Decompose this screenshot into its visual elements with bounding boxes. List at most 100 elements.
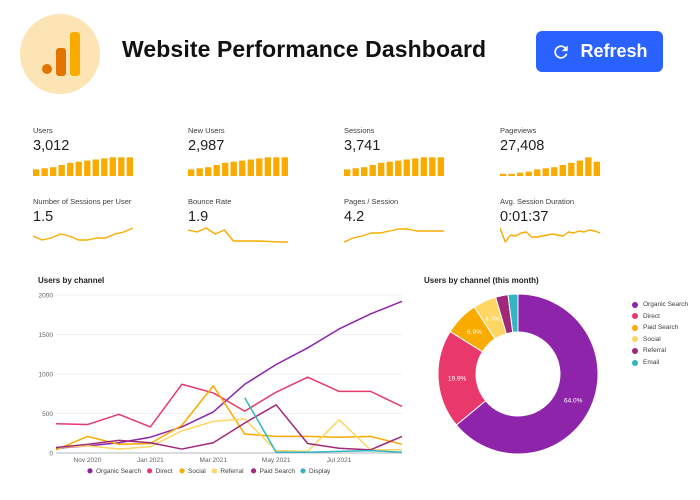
- kpi-sparkline: [344, 157, 444, 176]
- line-chart-title: Users by channel: [38, 276, 105, 285]
- sparkline-bar: [412, 158, 419, 176]
- kpi-sessions: Sessions 3,741: [344, 126, 494, 176]
- donut-legend-item: Social: [632, 336, 661, 343]
- donut-legend-item: Direct: [632, 313, 660, 320]
- donut-legend-item: Referral: [632, 347, 666, 354]
- sparkline-bar: [126, 157, 133, 176]
- users-by-channel-line-chart: 0 500 1000 1500 2000 Nov 2020 Jan 2021 Mar 2021…: [39, 293, 403, 475]
- refresh-button[interactable]: Refresh: [536, 31, 663, 72]
- legend-label: Direct: [643, 312, 660, 320]
- sparkline-bar: [576, 160, 583, 176]
- donut-slice-label: 6.9%: [467, 329, 482, 336]
- series-line-organic-search: [55, 300, 403, 450]
- y-tick-label: 1000: [39, 372, 54, 379]
- refresh-icon: [554, 44, 569, 59]
- legend-dot: [632, 324, 638, 331]
- kpi-value: 2,987: [188, 138, 225, 154]
- legend-dot: [632, 359, 638, 366]
- series-line-referral: [55, 418, 402, 453]
- legend-label: Referral: [220, 468, 244, 475]
- sparkline-bar: [508, 173, 515, 176]
- sparkline-bar: [205, 167, 212, 176]
- series-line-direct: [55, 376, 403, 428]
- sparkline-bar: [593, 161, 600, 176]
- series-line-display: [244, 397, 403, 453]
- sparkline-bar: [41, 168, 48, 176]
- kpi-avg-session-duration: Avg. Session Duration 0:01:37: [500, 197, 650, 243]
- kpi-pageviews: Pageviews 27,408: [500, 126, 650, 176]
- sparkline-bar: [344, 169, 351, 176]
- sparkline-bar: [84, 160, 91, 176]
- kpi-value: 4.2: [344, 209, 365, 225]
- sparkline-bar: [222, 162, 229, 176]
- sparkline-bar: [559, 165, 566, 176]
- kpi-sessions-per-user: Number of Sessions per User 1.5: [33, 197, 183, 241]
- x-tick-label: Nov 2020: [74, 457, 102, 464]
- sparkline-bar: [386, 161, 393, 176]
- sparkline-bar: [378, 162, 385, 176]
- donut-slice-label: 4.7%: [485, 316, 500, 323]
- sparkline-line: [344, 228, 444, 243]
- legend-dot: [632, 336, 638, 343]
- kpi-sparkline: [500, 227, 600, 243]
- sparkline-bar: [369, 165, 376, 176]
- sparkline-bar: [281, 157, 288, 176]
- sparkline-line: [500, 227, 600, 243]
- kpi-sparkline: [500, 157, 600, 176]
- sparkline-bar: [109, 157, 116, 176]
- kpi-label: Bounce Rate: [188, 197, 232, 206]
- logo-bar-tall: [70, 32, 80, 76]
- y-tick-label: 2000: [39, 293, 54, 300]
- sparkline-bar: [264, 157, 271, 176]
- sparkline-bar: [273, 157, 280, 176]
- kpi-sparkline: [33, 157, 133, 176]
- kpi-bounce-rate: Bounce Rate 1.9: [188, 197, 338, 243]
- legend-dot: [632, 313, 638, 320]
- sparkline-bar: [67, 162, 74, 176]
- sparkline-bar: [585, 157, 592, 176]
- sparkline-bar: [92, 159, 99, 176]
- kpi-label: Sessions: [344, 126, 375, 135]
- kpi-pages-per-session: Pages / Session 4.2: [344, 197, 494, 243]
- sparkline-line: [188, 227, 288, 243]
- sparkline-bar: [395, 160, 402, 176]
- legend-dot: [179, 468, 185, 474]
- x-tick-label: Mar 2021: [200, 457, 228, 464]
- logo-bar-middle: [56, 48, 66, 76]
- kpi-value: 1.9: [188, 209, 209, 225]
- legend-label: Display: [309, 468, 331, 475]
- y-tick-label: 0: [49, 451, 53, 458]
- sparkline-bar: [239, 160, 246, 176]
- kpi-label: Number of Sessions per User: [33, 197, 132, 206]
- kpi-value: 27,408: [500, 138, 545, 154]
- kpi-value: 3,741: [344, 138, 381, 154]
- legend-label: Paid Search: [643, 324, 679, 332]
- legend-dot: [251, 468, 257, 474]
- sparkline-bar: [517, 172, 524, 176]
- sparkline-bar: [534, 169, 541, 176]
- sparkline-bar: [437, 157, 444, 176]
- donut-slice-organic-search: [455, 294, 599, 454]
- legend-dot: [147, 468, 153, 474]
- kpi-label: Pages / Session: [344, 197, 399, 206]
- users-by-channel-donut-chart: 64.0% 19.9% 6.9%4.7%: [437, 294, 599, 454]
- legend-label: Social: [643, 335, 661, 343]
- sparkline-bar: [75, 161, 82, 176]
- kpi-label: New Users: [188, 126, 225, 135]
- x-tick-label: May 2021: [262, 457, 291, 464]
- donut-legend-item: Paid Search: [632, 324, 678, 331]
- kpi-value: 3,012: [33, 138, 70, 154]
- kpi-sparkline: [344, 228, 444, 243]
- y-tick-label: 1500: [39, 332, 54, 339]
- kpi-new-users: New Users 2,987: [188, 126, 338, 176]
- legend-dot: [87, 468, 93, 474]
- kpi-value: 0:01:37: [500, 209, 549, 225]
- sparkline-bar: [525, 171, 532, 176]
- sparkline-bar: [551, 167, 558, 176]
- legend-dot: [632, 347, 638, 354]
- refresh-label: Refresh: [580, 41, 648, 61]
- donut-slice-label: 64.0%: [564, 397, 583, 404]
- kpi-label: Pageviews: [500, 126, 537, 135]
- sparkline-bar: [352, 168, 359, 176]
- sparkline-bar: [361, 167, 368, 176]
